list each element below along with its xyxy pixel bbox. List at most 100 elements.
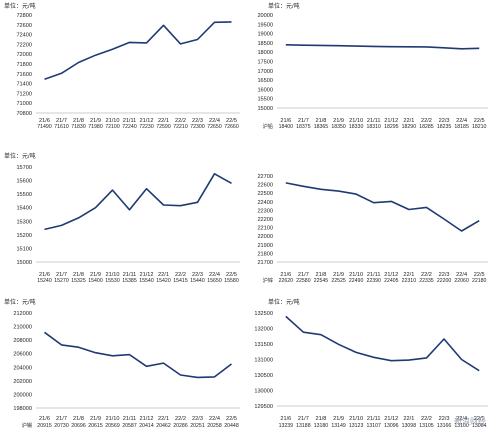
data-label: 72240 [122,124,137,130]
y-tick-label: 17000 [257,69,273,75]
x-tick-label: 21/11 [367,118,381,124]
y-tick-label: 15600 [16,179,32,185]
x-tick-label: 21/6 [39,416,50,422]
chart-panel-6: 单位：元/吨 132500 132000 131500 131000 130500 1300… [254,298,488,429]
data-label: 22060 [454,278,469,284]
y-tick-label: 72200 [16,42,32,48]
y-tick-label: 206000 [13,352,32,358]
y-tick-label: 202000 [13,379,32,385]
data-label: 71830 [71,124,86,130]
y-tick-label: 72800 [16,13,32,19]
y-tick-label: 71800 [16,62,32,68]
x-tick-label: 21/9 [90,118,101,124]
x-tick-label: 22/3 [192,272,203,278]
x-tick-label: 22/1 [403,272,414,278]
y-tick-label: 15700 [16,165,32,171]
x-tick-label: 22/2 [421,416,432,422]
x-tick-label: 22/1 [403,416,414,422]
x-tick-label: 22/2 [175,272,186,278]
x-tick-label: 21/12 [384,118,398,124]
series-line [285,44,480,50]
chart-panel-5: 单位：元/吨 212000 210000 208000 206000 204000 2020… [4,298,240,429]
y-tick-label: 22600 [257,183,273,189]
x-tick-label: 22/3 [439,118,450,124]
data-label: 18285 [419,124,434,130]
x-tick-label: 21/11 [123,272,137,278]
x-tick-label: 21/6 [280,272,291,278]
data-label: 20251 [190,423,205,429]
data-label: 71980 [88,124,103,130]
data-label: 20462 [156,423,171,429]
x-tick-label: 22/1 [403,118,414,124]
x-tick-label: 21/10 [349,272,363,278]
data-label: 22525 [331,278,346,284]
x-tick-label: 22/5 [474,118,485,124]
y-tick-label: 132000 [254,327,273,333]
y-tick-label: 15400 [16,206,32,212]
data-label: 20915 [37,423,52,429]
data-label: 72300 [190,124,205,130]
x-tick-label: 21/7 [56,416,67,422]
data-label: 15270 [54,278,69,284]
data-label: 18310 [366,124,381,130]
data-label: 13166 [437,423,452,429]
y-tick-label: 198000 [13,406,32,412]
x-tick-label: 21/7 [298,272,309,278]
y-tick-label: 130000 [254,389,273,395]
series-line [44,21,232,80]
y-tick-label: 71200 [16,91,32,97]
data-label: 18235 [437,124,452,130]
y-tick-label: 200000 [13,392,32,398]
data-label: 13107 [366,423,381,429]
x-tick-label: 22/5 [226,416,237,422]
x-tick-label: 21/7 [298,118,309,124]
x-tick-label: 22/5 [474,416,485,422]
series-line [285,182,480,232]
x-tick-label: 21/9 [333,416,344,422]
x-tick-label: 21/11 [123,118,137,124]
data-label: 18350 [331,124,346,130]
x-tick-label: 21/7 [56,272,67,278]
x-tick-label: 22/4 [209,416,220,422]
y-tick-label: 15300 [16,219,32,225]
x-tick-label: 22/3 [439,416,450,422]
data-label: 18210 [472,124,487,130]
x-tick-label: 21/11 [367,272,381,278]
y-tick-label: 130500 [254,373,273,379]
x-tick-label: 21/12 [140,118,154,124]
data-label: 18365 [314,124,329,130]
x-tick-label: 21/12 [384,272,398,278]
x-tick-label: 21/7 [56,118,67,124]
y-tick-label: 15200 [16,233,32,239]
x-tick-label: 21/9 [90,416,101,422]
x-tick-label: 21/6 [280,118,291,124]
y-tick-label: 21700 [257,260,273,266]
y-tick-label: 204000 [13,365,32,371]
y-tick-label: 15100 [16,246,32,252]
x-tick-label: 21/10 [349,416,363,422]
y-tick-label: 15500 [16,192,32,198]
x-tick-label: 21/9 [90,272,101,278]
data-label: 22545 [314,278,329,284]
y-tick-label: 210000 [13,325,32,331]
x-tick-label: 21/12 [384,416,398,422]
x-tick-label: 21/8 [73,272,84,278]
y-tick-label: 22200 [257,217,273,223]
y-tick-label: 15500 [257,97,273,103]
y-tick-label: 129500 [254,404,273,410]
x-tick-label: 22/2 [421,118,432,124]
row-label: 沪锡 [22,421,32,429]
data-label: 18400 [279,124,294,130]
data-label: 22620 [279,278,294,284]
data-label: 18290 [402,124,417,130]
x-tick-label: 21/8 [316,118,327,124]
data-label: 22200 [437,278,452,284]
y-tick-label: 19500 [257,22,273,28]
y-tick-label: 71400 [16,82,32,88]
data-label: 15530 [105,278,120,284]
unit-label: 单位：元/吨 [268,2,300,10]
data-label: 72100 [105,124,120,130]
data-label: 13239 [279,423,294,429]
x-tick-label: 21/6 [39,118,50,124]
